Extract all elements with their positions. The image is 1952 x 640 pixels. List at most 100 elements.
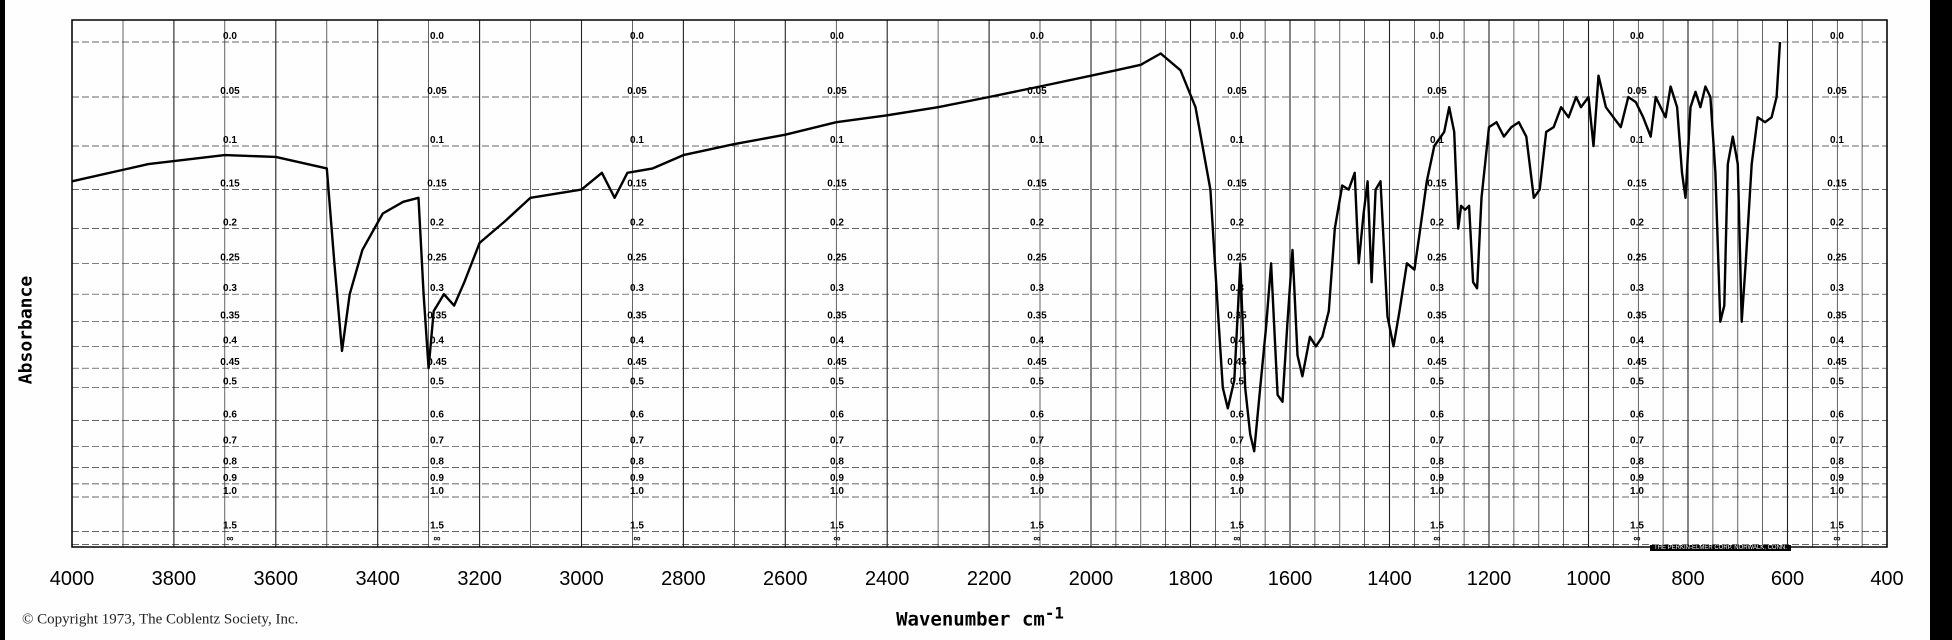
absorbance-scale-label: 0.25	[827, 252, 847, 263]
absorbance-scale-label: 0.3	[630, 283, 644, 294]
absorbance-scale-label: ∞	[1833, 533, 1840, 544]
absorbance-scale-label: 0.0	[1830, 31, 1844, 42]
absorbance-scale-label: 0.05	[1427, 86, 1447, 97]
absorbance-scale-label: 0.5	[1230, 377, 1244, 388]
absorbance-scale-label: 0.5	[1830, 377, 1844, 388]
absorbance-scale-label: 0.35	[1827, 311, 1847, 322]
absorbance-scale-label: 0.8	[1630, 456, 1644, 467]
x-tick-label: 2200	[967, 568, 1012, 590]
absorbance-scale-label: 0.9	[630, 473, 644, 484]
absorbance-scale-label: 0.8	[830, 456, 844, 467]
paper-background	[5, 0, 1930, 640]
absorbance-scale-label: 0.15	[220, 179, 240, 190]
absorbance-scale-label: 0.8	[1430, 456, 1444, 467]
absorbance-scale-label: ∞	[1633, 533, 1640, 544]
absorbance-scale-label: 0.05	[827, 86, 847, 97]
x-tick-label: 1800	[1168, 568, 1213, 590]
absorbance-scale-label: 0.05	[1827, 86, 1847, 97]
absorbance-scale-label: 0.1	[1230, 135, 1244, 146]
absorbance-scale-label: 0.1	[430, 135, 444, 146]
absorbance-scale-label: 0.9	[430, 473, 444, 484]
absorbance-scale-label: 0.9	[830, 473, 844, 484]
absorbance-scale-label: 0.25	[1627, 252, 1647, 263]
absorbance-scale-label: 0.5	[830, 377, 844, 388]
absorbance-scale-label: 0.6	[1030, 410, 1044, 421]
absorbance-scale-label: 0.6	[1830, 410, 1844, 421]
absorbance-scale-label: 1.5	[1430, 521, 1444, 532]
maker-stamp: THE PERKIN-ELMER CORP. NORWALK, CONN.	[1650, 545, 1791, 551]
x-tick-label: 3600	[254, 568, 299, 590]
x-tick-label: 2000	[1069, 568, 1114, 590]
absorbance-scale-label: 0.15	[427, 179, 447, 190]
absorbance-scale-label: 0.1	[1630, 135, 1644, 146]
absorbance-scale-label: 0.8	[223, 456, 237, 467]
absorbance-scale-label: 0.5	[1430, 377, 1444, 388]
absorbance-scale-label: 0.5	[630, 377, 644, 388]
absorbance-scale-label: 0.35	[627, 311, 647, 322]
absorbance-scale-label: 0.1	[223, 135, 237, 146]
absorbance-scale-label: 1.5	[1030, 521, 1044, 532]
absorbance-scale-label: 0.0	[830, 31, 844, 42]
absorbance-scale-label: 0.45	[627, 357, 647, 368]
absorbance-scale-label: 1.0	[430, 486, 444, 497]
absorbance-scale-label: 0.6	[630, 410, 644, 421]
x-tick-label: 1600	[1268, 568, 1313, 590]
absorbance-scale-label: 0.0	[1230, 31, 1244, 42]
absorbance-scale-label: ∞	[1233, 533, 1240, 544]
copyright-notice: © Copyright 1973, The Coblentz Society, …	[22, 611, 299, 628]
absorbance-scale-label: 0.4	[223, 335, 237, 346]
absorbance-scale-label: 0.7	[430, 436, 444, 447]
absorbance-scale-label: 1.5	[630, 521, 644, 532]
absorbance-scale-label: 0.7	[1430, 436, 1444, 447]
absorbance-scale-label: 0.7	[1230, 436, 1244, 447]
absorbance-scale-label: 0.9	[223, 473, 237, 484]
absorbance-scale-label: 0.6	[1230, 410, 1244, 421]
absorbance-scale-label: 1.5	[1630, 521, 1644, 532]
x-tick-label: 3800	[152, 568, 197, 590]
x-tick-label: 4000	[50, 568, 95, 590]
absorbance-scale-label: 0.1	[1030, 135, 1044, 146]
absorbance-scale-label: 0.45	[1227, 357, 1247, 368]
absorbance-scale-label: 0.4	[830, 335, 844, 346]
x-tick-label: 800	[1671, 568, 1704, 590]
absorbance-scale-label: 0.35	[427, 311, 447, 322]
absorbance-scale-label: 0.4	[1630, 335, 1644, 346]
absorbance-scale-label: 1.0	[1430, 486, 1444, 497]
absorbance-scale-label: 0.4	[1430, 335, 1444, 346]
absorbance-scale-label: 0.2	[1030, 218, 1044, 229]
absorbance-scale-label: 0.3	[223, 283, 237, 294]
absorbance-scale-label: 0.7	[1030, 436, 1044, 447]
x-tick-label: 3200	[457, 568, 502, 590]
absorbance-scale-label: 0.9	[1230, 473, 1244, 484]
absorbance-scale-label: 0.3	[830, 283, 844, 294]
absorbance-scale-label: 0.3	[1030, 283, 1044, 294]
x-axis-label: Wavenumber cm-1	[896, 603, 1064, 630]
absorbance-scale-label: 0.7	[630, 436, 644, 447]
absorbance-scale-label: 0.9	[1430, 473, 1444, 484]
absorbance-scale-label: 0.5	[223, 377, 237, 388]
absorbance-scale-label: 0.45	[220, 357, 240, 368]
absorbance-scale-label: 1.0	[1830, 486, 1844, 497]
absorbance-scale-label: 0.2	[223, 218, 237, 229]
absorbance-scale-label: 0.25	[427, 252, 447, 263]
absorbance-scale-label: 0.3	[1630, 283, 1644, 294]
x-tick-label: 2800	[661, 568, 706, 590]
absorbance-scale-label: 0.0	[1630, 31, 1644, 42]
absorbance-scale-label: 0.7	[830, 436, 844, 447]
absorbance-scale-label: 0.35	[1427, 311, 1447, 322]
absorbance-scale-label: 0.2	[430, 218, 444, 229]
absorbance-scale-label: 0.9	[1630, 473, 1644, 484]
absorbance-scale-label: 0.1	[1830, 135, 1844, 146]
absorbance-scale-label: 0.8	[430, 456, 444, 467]
x-axis-label-text: Wavenumber cm	[896, 608, 1045, 631]
absorbance-scale-label: 0.4	[1030, 335, 1044, 346]
absorbance-scale-label: 0.0	[630, 31, 644, 42]
absorbance-scale-label: 0.1	[830, 135, 844, 146]
absorbance-scale-label: 0.5	[1630, 377, 1644, 388]
absorbance-scale-label: 0.2	[830, 218, 844, 229]
absorbance-scale-label: 0.25	[220, 252, 240, 263]
absorbance-scale-label: 0.8	[1830, 456, 1844, 467]
absorbance-scale-label: 1.5	[1830, 521, 1844, 532]
absorbance-scale-label: ∞	[1433, 533, 1440, 544]
